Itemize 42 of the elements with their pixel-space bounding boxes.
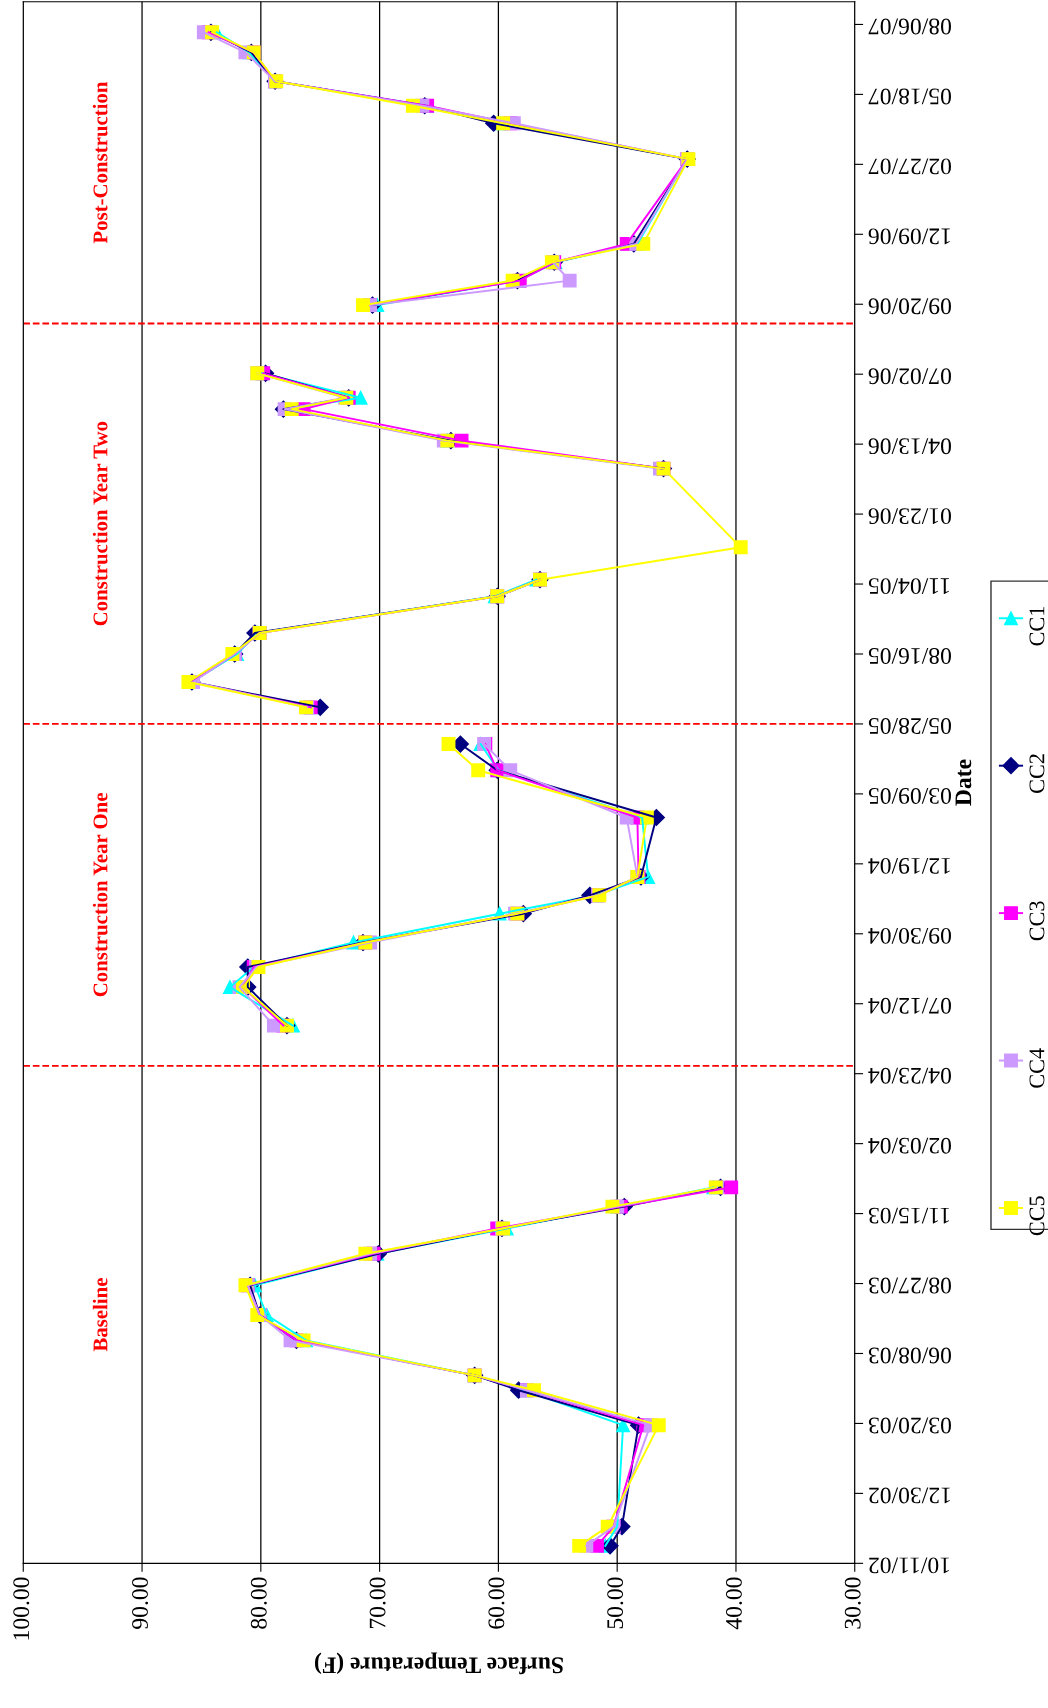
y-tick-label: 11/04/05 xyxy=(868,578,949,595)
y-tick-label: 12/30/02 xyxy=(869,1487,950,1504)
x-tick-label: 50.00 xyxy=(607,1577,624,1629)
y-tick-label: 05/28/05 xyxy=(868,718,951,734)
y-tick-label: 05/18/07 xyxy=(868,88,951,105)
x-tick-label: 100.00 xyxy=(13,1577,30,1640)
y-tick-label: 03/09/05 xyxy=(868,787,951,804)
y-tick-label: 08/27/03 xyxy=(868,1277,951,1294)
y-tick-label: 03/20/03 xyxy=(868,1417,951,1434)
y-tick-label: 12/19/04 xyxy=(868,857,950,874)
y-tick-label: 11/15/03 xyxy=(868,1207,949,1224)
y-tick-label: 04/23/04 xyxy=(868,1067,951,1084)
x-tick-label: 90.00 xyxy=(132,1577,149,1629)
legend-label: CC3 xyxy=(1029,901,1045,941)
y-tick-label: 04/13/06 xyxy=(868,438,951,455)
y-tick-label: 10/11/02 xyxy=(869,1557,949,1574)
annotation: Post-Construction xyxy=(92,81,108,244)
legend-label: CC5 xyxy=(1029,1196,1045,1236)
y-tick-label: 09/20/06 xyxy=(868,298,951,315)
x-tick-label: 40.00 xyxy=(725,1577,742,1630)
annotation: Construction Year One xyxy=(92,792,108,997)
legend-label: CC4 xyxy=(1029,1048,1045,1088)
y-tick-label: 09/30/04 xyxy=(868,927,951,944)
x-tick-label: 70.00 xyxy=(369,1577,386,1629)
x-axis-title: Surface Temperature (F) xyxy=(315,1652,563,1675)
x-tick-label: 30.00 xyxy=(844,1577,861,1629)
y-tick-label: 02/27/07 xyxy=(868,158,951,175)
y-tick-label: 07/02/06 xyxy=(868,368,951,385)
y-tick-label: 08/16/05 xyxy=(868,648,951,665)
y-tick-label: 06/08/03 xyxy=(868,1347,951,1364)
annotation: Construction Year Two xyxy=(92,421,108,626)
y-tick-label: 01/23/06 xyxy=(868,508,951,525)
x-tick-label: 80.00 xyxy=(250,1577,267,1629)
annotation: Baseline xyxy=(92,1278,108,1352)
y-tick-label: 12/09/06 xyxy=(868,228,950,245)
y-axis-title: Date xyxy=(955,759,972,806)
legend-label: CC1 xyxy=(1029,607,1045,646)
y-tick-label: 02/03/04 xyxy=(868,1137,951,1154)
y-tick-label: 08/06/07 xyxy=(868,18,951,35)
x-tick-label: 60.00 xyxy=(488,1577,505,1629)
legend-label: CC2 xyxy=(1029,754,1045,793)
y-tick-label: 07/12/04 xyxy=(868,997,951,1014)
